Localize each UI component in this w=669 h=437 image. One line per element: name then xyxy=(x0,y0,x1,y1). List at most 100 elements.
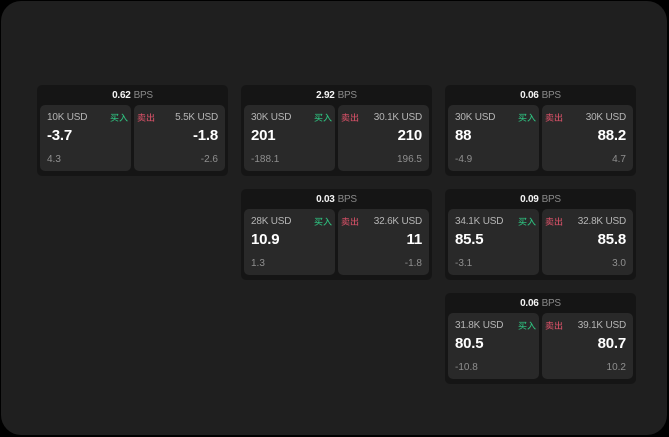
sell-quote-panel[interactable]: 32.8K USD 85.8 3.0 xyxy=(542,209,633,275)
buy-price: -3.7 xyxy=(47,127,73,144)
sell-quote-panel[interactable]: 32.6K USD 11 -1.8 xyxy=(338,209,429,275)
cjk-glyph-出 xyxy=(554,320,563,330)
sell-sub-value: -2.6 xyxy=(200,154,218,165)
sell-sub-value: 4.7 xyxy=(612,154,626,165)
spread-unit: BPS xyxy=(541,298,562,309)
cjk-glyph-入 xyxy=(119,112,128,122)
spread-unit: BPS xyxy=(541,194,562,205)
quote-panels: 34.1K USD 85.5 -3.1 32.8K USD 85.8 3.0 xyxy=(448,209,633,275)
quote-panels: 30K USD 88 -4.9 30K USD 88.2 4.7 xyxy=(448,105,633,171)
sell-label xyxy=(341,216,359,226)
sell-label xyxy=(545,320,563,330)
quote-card: 0.06 BPS 31.8K USD 80.5 -10.8 39.1K USD … xyxy=(445,293,636,384)
spread-header: 0.06 BPS xyxy=(448,86,633,105)
sell-size: 32.8K USD xyxy=(577,215,626,227)
cjk-glyph-入 xyxy=(527,112,536,122)
buy-size: 31.8K USD xyxy=(455,319,504,331)
spread-header: 0.03 BPS xyxy=(244,190,429,209)
quote-card: 0.09 BPS 34.1K USD 85.5 -3.1 32.8K USD 8… xyxy=(445,189,636,280)
buy-label xyxy=(110,112,128,122)
buy-quote-panel[interactable]: 28K USD 10.9 1.3 xyxy=(244,209,335,275)
quote-panels: 10K USD -3.7 4.3 5.5K USD -1.8 -2.6 xyxy=(40,105,225,171)
spread-header: 0.62 BPS xyxy=(40,86,225,105)
spread-header: 0.09 BPS xyxy=(448,190,633,209)
buy-label xyxy=(518,320,536,330)
buy-label xyxy=(314,216,332,226)
cjk-glyph-买 xyxy=(518,321,527,330)
buy-size-row: 34.1K USD xyxy=(455,215,536,227)
cjk-glyph-买 xyxy=(518,217,527,226)
sell-size: 5.5K USD xyxy=(175,111,218,123)
sell-quote-panel[interactable]: 30K USD 88.2 4.7 xyxy=(542,105,633,171)
cjk-glyph-卖 xyxy=(545,112,554,122)
buy-quote-panel[interactable]: 31.8K USD 80.5 -10.8 xyxy=(448,313,539,379)
quote-card: 0.62 BPS 10K USD -3.7 4.3 5.5K USD -1.8 … xyxy=(37,85,228,176)
cjk-glyph-买 xyxy=(518,113,527,122)
spread-value: 0.06 xyxy=(520,90,539,101)
sell-label xyxy=(341,112,359,122)
sell-price: 85.8 xyxy=(597,231,627,248)
sell-size: 30K USD xyxy=(585,111,626,123)
buy-price: 201 xyxy=(251,127,276,144)
buy-size: 30K USD xyxy=(251,111,292,123)
buy-sub-value: 4.3 xyxy=(47,154,61,165)
sell-quote-panel[interactable]: 30.1K USD 210 196.5 xyxy=(338,105,429,171)
cjk-glyph-入 xyxy=(527,320,536,330)
sell-size-row: 30.1K USD xyxy=(341,111,422,123)
quote-card: 2.92 BPS 30K USD 201 -188.1 30.1K USD 21… xyxy=(241,85,432,176)
buy-label xyxy=(518,216,536,226)
sell-size: 32.6K USD xyxy=(373,215,422,227)
sell-size-row: 32.8K USD xyxy=(545,215,626,227)
sell-quote-panel[interactable]: 39.1K USD 80.7 10.2 xyxy=(542,313,633,379)
sell-size: 30.1K USD xyxy=(373,111,422,123)
buy-quote-panel[interactable]: 30K USD 201 -188.1 xyxy=(244,105,335,171)
buy-size-row: 30K USD xyxy=(251,111,332,123)
quote-card: 0.06 BPS 30K USD 88 -4.9 30K USD 88.2 4.… xyxy=(445,85,636,176)
buy-price: 80.5 xyxy=(455,335,484,352)
cjk-glyph-卖 xyxy=(545,320,554,330)
cjk-glyph-卖 xyxy=(341,216,350,226)
spread-value: 2.92 xyxy=(316,90,335,101)
cjk-glyph-卖 xyxy=(341,112,350,122)
spread-value: 0.06 xyxy=(520,298,539,309)
sell-sub-value: 3.0 xyxy=(612,258,626,269)
buy-size: 10K USD xyxy=(47,111,88,123)
sell-size-row: 32.6K USD xyxy=(341,215,422,227)
quote-panels: 31.8K USD 80.5 -10.8 39.1K USD 80.7 10.2 xyxy=(448,313,633,379)
buy-size: 34.1K USD xyxy=(455,215,504,227)
cjk-glyph-买 xyxy=(110,113,119,122)
quote-panels: 28K USD 10.9 1.3 32.6K USD 11 -1.8 xyxy=(244,209,429,275)
buy-quote-panel[interactable]: 30K USD 88 -4.9 xyxy=(448,105,539,171)
buy-quote-panel[interactable]: 10K USD -3.7 4.3 xyxy=(40,105,131,171)
buy-sub-value: 1.3 xyxy=(251,258,265,269)
cjk-glyph-入 xyxy=(323,216,332,226)
cjk-glyph-卖 xyxy=(137,112,146,122)
sell-label xyxy=(137,112,155,122)
spread-unit: BPS xyxy=(337,90,358,101)
buy-quote-panel[interactable]: 34.1K USD 85.5 -3.1 xyxy=(448,209,539,275)
buy-size: 30K USD xyxy=(455,111,496,123)
buy-label xyxy=(518,112,536,122)
sell-price: -1.8 xyxy=(192,127,218,144)
sell-quote-panel[interactable]: 5.5K USD -1.8 -2.6 xyxy=(134,105,225,171)
spread-header: 2.92 BPS xyxy=(244,86,429,105)
spread-unit: BPS xyxy=(541,90,562,101)
buy-sub-value: -3.1 xyxy=(455,258,473,269)
sell-price: 88.2 xyxy=(597,127,627,144)
spread-value: 0.09 xyxy=(520,194,539,205)
cjk-glyph-卖 xyxy=(545,216,554,226)
sell-price: 11 xyxy=(406,231,423,248)
cjk-glyph-出 xyxy=(350,112,359,122)
buy-size-row: 28K USD xyxy=(251,215,332,227)
spread-unit: BPS xyxy=(337,194,358,205)
sell-size-row: 30K USD xyxy=(545,111,626,123)
buy-label xyxy=(314,112,332,122)
cjk-glyph-入 xyxy=(323,112,332,122)
spread-value: 0.62 xyxy=(112,90,131,101)
sell-sub-value: 196.5 xyxy=(396,154,422,165)
sell-size-row: 5.5K USD xyxy=(137,111,218,123)
cjk-glyph-买 xyxy=(314,217,323,226)
cjk-glyph-出 xyxy=(146,112,155,122)
cjk-glyph-出 xyxy=(554,216,563,226)
spread-value: 0.03 xyxy=(316,194,335,205)
